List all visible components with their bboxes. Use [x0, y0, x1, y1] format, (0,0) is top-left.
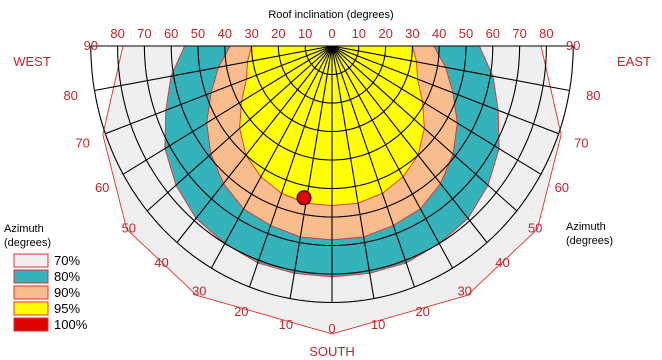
optimum-marker	[296, 190, 312, 206]
direction-west: WEST	[13, 54, 51, 69]
azimuth-tick-label: 70	[574, 136, 588, 151]
inclination-tick-label: 70	[137, 26, 151, 41]
azimuth-line-e70	[105, 45, 333, 135]
legend-label: 95%	[54, 301, 80, 316]
inclination-tick-label: 20	[271, 26, 285, 41]
inclination-tick-label: 90	[84, 38, 98, 53]
azimuth-line-w80	[331, 45, 570, 92]
inclination-tick-label: 80	[110, 26, 124, 41]
inclination-tick-label: 40	[432, 26, 446, 41]
azimuth-line-w50	[331, 45, 518, 212]
azimuth-tick-label: 20	[234, 304, 248, 319]
legend-swatch-100	[13, 317, 49, 332]
legend-swatch-90	[13, 285, 49, 300]
azimuth-line-w70	[331, 45, 559, 135]
azimuth-tick-label: 60	[95, 180, 109, 195]
azimuth-tick-label: 80	[63, 88, 77, 103]
azimuth-tick-label: 50	[528, 220, 542, 235]
azimuth-line-w10	[331, 45, 375, 299]
azimuth-tick-label: 80	[586, 88, 600, 103]
azimuth-line-e10	[289, 45, 333, 299]
azimuth-tick-label: 50	[122, 220, 136, 235]
azimuth-tick-label: 10	[279, 317, 293, 332]
azimuth-line-e20	[248, 45, 333, 288]
inclination-tick-label: 20	[378, 26, 392, 41]
azimuth-line-w20	[331, 45, 416, 288]
inclination-tick-label: 30	[405, 26, 419, 41]
optimum-group	[296, 190, 312, 206]
legend-label: 100%	[54, 317, 88, 332]
azimuth-tick-label: 30	[192, 283, 206, 298]
azimuth-tick-label: 40	[495, 255, 509, 270]
azimuth-caption-line1: Azimuth	[566, 221, 606, 233]
direction-east: EAST	[617, 54, 651, 69]
inclination-tick-label: 40	[218, 26, 232, 41]
azimuth-tick-label: 20	[415, 304, 429, 319]
inclination-tick-label: 10	[298, 26, 312, 41]
inclination-tick-label: 50	[191, 26, 205, 41]
legend: Azimuth (degrees)70%80%90%95%100%	[4, 223, 88, 332]
legend-label: 70%	[54, 253, 80, 268]
inclination-tick-label: 60	[486, 26, 500, 41]
axis-labels: 90 80 70 60 50 40 30 20 10 0 10 20 30 40 50 60 70 80 90 80 7…	[63, 26, 613, 336]
azimuth-tick-label: 60	[555, 180, 569, 195]
direction-south: SOUTH	[309, 344, 355, 359]
azimuth-line-e80	[94, 45, 333, 92]
legend-label: 80%	[54, 269, 80, 284]
legend-title-line2: (degrees)	[4, 237, 51, 249]
chart-grid	[90, 45, 574, 304]
inclination-tick-label: 70	[512, 26, 526, 41]
inclination-tick-label: 30	[244, 26, 258, 41]
legend-swatch-80	[13, 269, 49, 284]
azimuth-line-e30	[210, 45, 333, 269]
azimuth-tick-label: 0	[328, 321, 335, 336]
azimuth-line-w40	[331, 45, 488, 243]
azimuth-tick-label: 70	[75, 136, 89, 151]
inclination-tick-label: 10	[352, 26, 366, 41]
azimuth-tick-label: 40	[154, 255, 168, 270]
inclination-tick-label: 0	[328, 26, 335, 41]
azimuth-line-w60	[331, 45, 542, 175]
azimuth-line-e60	[122, 45, 333, 175]
inclination-tick-label: 60	[164, 26, 178, 41]
inclination-tick-label: 50	[459, 26, 473, 41]
azimuth-tick-label: 30	[457, 283, 471, 298]
inclination-tick-label: 90	[566, 38, 580, 53]
legend-title-line1: Azimuth	[4, 223, 44, 235]
inclination-tick-label: 80	[539, 26, 553, 41]
legend-swatch-70	[13, 253, 49, 268]
azimuth-line-w30	[331, 45, 454, 269]
azimuth-line-e50	[146, 45, 333, 212]
legend-swatch-95	[13, 301, 49, 316]
azimuth-line-e40	[176, 45, 333, 243]
legend-label: 90%	[54, 285, 80, 300]
azimuth-tick-label: 10	[371, 317, 385, 332]
chart-title: Roof inclination (degrees)	[268, 9, 393, 21]
azimuth-caption-line2: (degrees)	[566, 235, 613, 247]
